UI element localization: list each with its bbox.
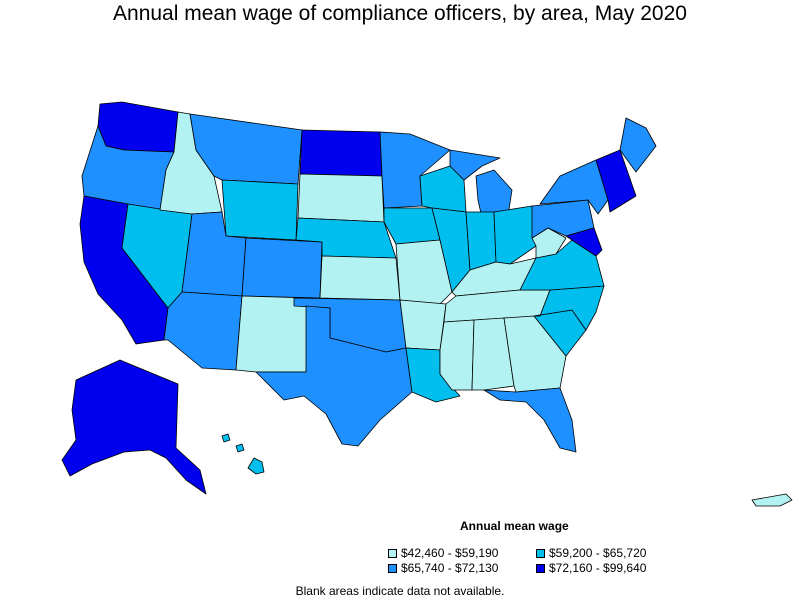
region-arkansas — [399, 299, 447, 351]
region-arizona — [163, 291, 243, 371]
region-alabama — [471, 317, 515, 391]
region-hawaii — [247, 457, 265, 475]
legend-label: $72,160 - $99,640 — [549, 561, 647, 575]
region-new-england — [595, 149, 637, 213]
legend-label: $42,460 - $59,190 — [401, 546, 499, 560]
region-hawaii-oahu — [221, 433, 231, 443]
region-kansas — [319, 255, 401, 301]
region-florida — [483, 387, 577, 453]
legend-title: Annual mean wage — [460, 519, 569, 533]
region-wyoming — [221, 179, 299, 241]
region-michigan — [449, 149, 501, 181]
region-maine — [619, 117, 657, 173]
region-mississippi — [439, 319, 475, 391]
region-hawaii-maui — [235, 443, 245, 453]
legend-item-2: $59,200 - $65,720 — [536, 546, 646, 560]
legend-item-4: $72,160 - $99,640 — [536, 561, 646, 575]
map-title: Annual mean wage of compliance officers,… — [113, 2, 687, 25]
region-colorado — [241, 237, 323, 299]
legend-item-3: $65,740 - $72,130 — [388, 561, 498, 575]
legend-swatch — [388, 548, 397, 558]
region-ohio — [493, 205, 537, 265]
data-note: Blank areas indicate data not available. — [295, 584, 505, 598]
region-new-mexico — [235, 295, 311, 373]
region-washington — [97, 101, 179, 153]
region-mid-atlantic — [565, 227, 603, 257]
region-north-dakota — [299, 129, 383, 177]
region-south-dakota — [297, 173, 385, 223]
region-virginia — [519, 239, 605, 291]
legend-swatch — [536, 548, 545, 558]
region-indiana — [465, 211, 497, 271]
legend-item-1: $42,460 - $59,190 — [388, 546, 498, 560]
region-missouri — [395, 239, 453, 305]
legend-swatch — [536, 563, 545, 573]
legend-label: $59,200 - $65,720 — [549, 546, 647, 560]
legend-label: $65,740 - $72,130 — [401, 561, 499, 575]
region-iowa — [383, 207, 441, 245]
region-alaska — [61, 359, 207, 495]
region-puerto-rico — [751, 493, 793, 507]
region-texas — [255, 305, 413, 447]
legend-swatch — [388, 563, 397, 573]
